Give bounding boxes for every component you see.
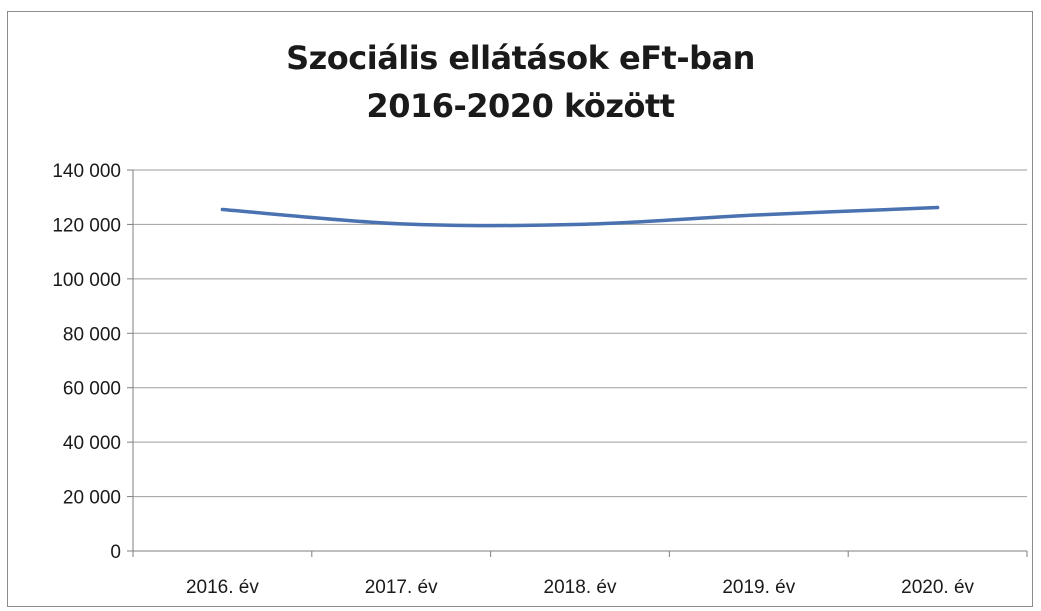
x-tick-label: 2018. év	[544, 577, 617, 598]
y-tick-label: 60 000	[63, 379, 121, 400]
y-tick-label: 20 000	[63, 488, 121, 509]
gridlines	[133, 169, 1027, 498]
y-tick-label: 40 000	[63, 433, 121, 454]
x-tick-label: 2019. év	[722, 577, 795, 598]
x-tick-label: 2020. év	[901, 577, 974, 598]
chart-frame	[7, 11, 1033, 607]
y-tick-label: 140 000	[52, 161, 121, 182]
y-tick-label: 0	[110, 542, 121, 563]
chart-title-line-1: Szociális ellátások eFt-ban	[286, 39, 755, 77]
y-tick-label: 80 000	[63, 324, 121, 345]
chart-title-line-2: 2016-2020 között	[366, 87, 675, 125]
x-tick-label: 2016. év	[186, 577, 259, 598]
y-tick-label: 100 000	[52, 270, 121, 291]
chart-title: Szociális ellátások eFt-ban 2016-2020 kö…	[0, 34, 1041, 130]
y-tick-labels: 0 20 000 40 000 60 000 80 000 100 000 120 000 1…	[52, 161, 121, 563]
series-line	[220, 205, 940, 228]
x-tick-label: 2017. év	[365, 577, 438, 598]
y-tick-label: 120 000	[52, 215, 121, 236]
series	[220, 205, 940, 228]
axes	[127, 169, 1028, 557]
x-tick-labels: 2016. év 2017. év 2018. év 2019. év 2020. év	[186, 577, 975, 598]
